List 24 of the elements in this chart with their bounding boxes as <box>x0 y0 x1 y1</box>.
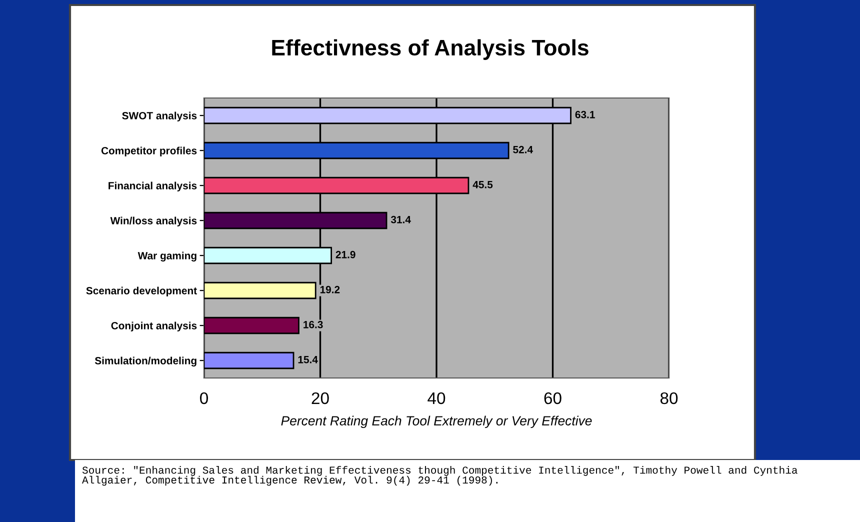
chart-title: Effectivness of Analysis Tools <box>272 39 588 60</box>
data-label: 19.2 <box>320 286 340 294</box>
x-tick-label: 40 <box>428 392 446 404</box>
x-axis-title: Percent Rating Each Tool Extremely or Very Effective <box>281 416 592 428</box>
data-label: 45.5 <box>472 181 493 188</box>
y-tick-label: Scenario development <box>86 286 197 296</box>
y-tick-label: SWOT analysis <box>122 112 197 122</box>
y-tick-label: Conjoint analysis <box>111 322 197 332</box>
y-tick-label: Financial analysis <box>108 182 197 192</box>
data-label: 21.9 <box>336 250 356 258</box>
data-label: 31.4 <box>390 216 411 224</box>
x-tick-label: 60 <box>544 392 562 404</box>
data-label: 15.4 <box>298 356 318 364</box>
data-label: 52.4 <box>513 146 533 154</box>
x-tick-label: 20 <box>312 392 329 404</box>
y-tick-label: Simulation/modeling <box>94 356 196 366</box>
y-tick-label: War gaming <box>138 252 196 262</box>
y-tick-label: Competitor profiles <box>101 146 197 156</box>
x-tick-label: 0 <box>200 392 208 404</box>
y-tick-label: Win/loss analysis <box>110 216 197 226</box>
data-label: 16.3 <box>304 320 323 328</box>
source-note: Source: "Enhancing Sales and Marketing Effectiveness though Competitive Intelligence", Timothy Powell and Cynthia Allgaier, Competitive Intelligence Review, Vol. 9(4) 29-41 (1998). <box>82 466 798 486</box>
x-tick-label: 80 <box>660 392 678 404</box>
data-label: 63.1 <box>575 110 595 118</box>
